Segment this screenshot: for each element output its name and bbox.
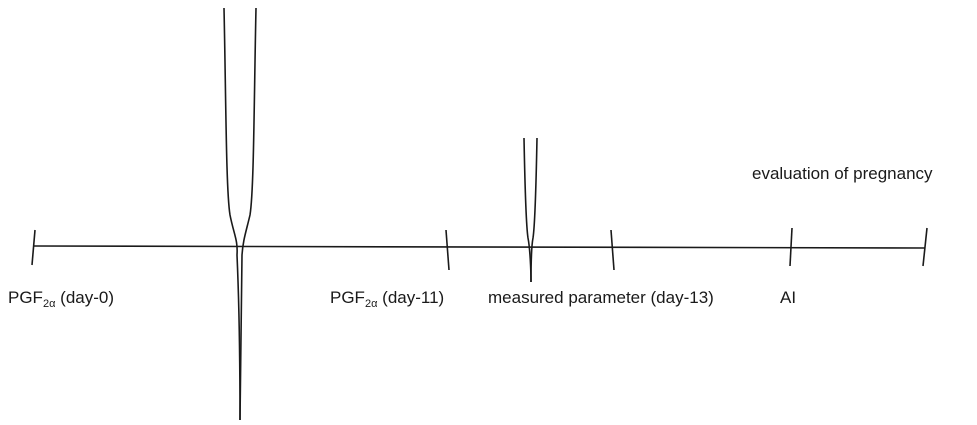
tick-day11 [445,229,450,271]
large-spike-right [239,7,257,421]
label-evaluation-of-pregnancy: evaluation of pregnancy [752,164,933,183]
small-spike-left [523,137,532,283]
tick-ai [789,227,793,267]
label-pgf-day0-prefix: PGF [8,288,43,307]
label-pgf-day0-subscript: 2α [42,298,56,310]
small-spike-right [530,137,538,283]
tick-day0 [31,229,36,266]
timeline-axis [32,245,926,249]
label-measured-parameter: measured parameter (day-13) [488,288,714,307]
label-pgf-day11: PGF2α (day-11) [330,288,444,310]
tick-end [922,227,928,267]
label-pgf-day11-suffix: (day-11) [377,288,445,307]
label-pgf-day0: PGF2α (day-0) [8,288,114,310]
label-ai: AI [780,288,797,307]
tick-day13 [610,229,615,271]
label-pgf-day11-subscript: 2α [364,298,378,310]
large-spike-left [223,7,241,421]
label-pgf-day11-prefix: PGF [330,288,365,307]
label-pgf-day0-suffix: (day-0) [55,288,115,307]
